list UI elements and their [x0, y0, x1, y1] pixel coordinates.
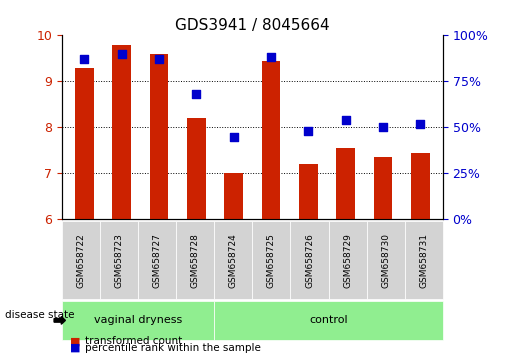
Text: disease state: disease state [5, 310, 75, 320]
Bar [149, 54, 168, 219]
Point [304, 128, 313, 134]
Bar [262, 61, 280, 219]
Text: percentile rank within the sample: percentile rank within the sample [85, 343, 261, 353]
Bar [225, 173, 243, 219]
Text: ■: ■ [70, 343, 80, 353]
Point [80, 57, 89, 62]
Text: GSM658727: GSM658727 [152, 233, 162, 288]
Text: GSM658729: GSM658729 [343, 233, 352, 288]
Bar [411, 153, 430, 219]
Bar [374, 157, 392, 219]
Text: vaginal dryness: vaginal dryness [94, 315, 182, 325]
Bar [299, 164, 318, 219]
Bar [187, 118, 205, 219]
Text: GSM658725: GSM658725 [267, 233, 276, 288]
Bar [336, 148, 355, 219]
Point [379, 125, 387, 130]
Point [192, 91, 200, 97]
Text: GSM658731: GSM658731 [419, 233, 428, 288]
Point [230, 134, 238, 139]
Text: GSM658724: GSM658724 [229, 233, 238, 287]
Point [341, 117, 350, 123]
Bar [75, 68, 94, 219]
Text: GSM658728: GSM658728 [191, 233, 200, 288]
Point [155, 57, 163, 62]
Point [416, 121, 424, 127]
Text: control: control [309, 315, 348, 325]
Title: GDS3941 / 8045664: GDS3941 / 8045664 [175, 18, 330, 33]
Bar [112, 45, 131, 219]
Text: GSM658723: GSM658723 [114, 233, 124, 288]
Text: GSM658722: GSM658722 [76, 233, 85, 287]
Text: ■: ■ [70, 336, 80, 346]
Point [267, 55, 275, 60]
Text: GSM658730: GSM658730 [381, 233, 390, 288]
Text: transformed count: transformed count [85, 336, 182, 346]
Text: GSM658726: GSM658726 [305, 233, 314, 288]
Point [117, 51, 126, 57]
